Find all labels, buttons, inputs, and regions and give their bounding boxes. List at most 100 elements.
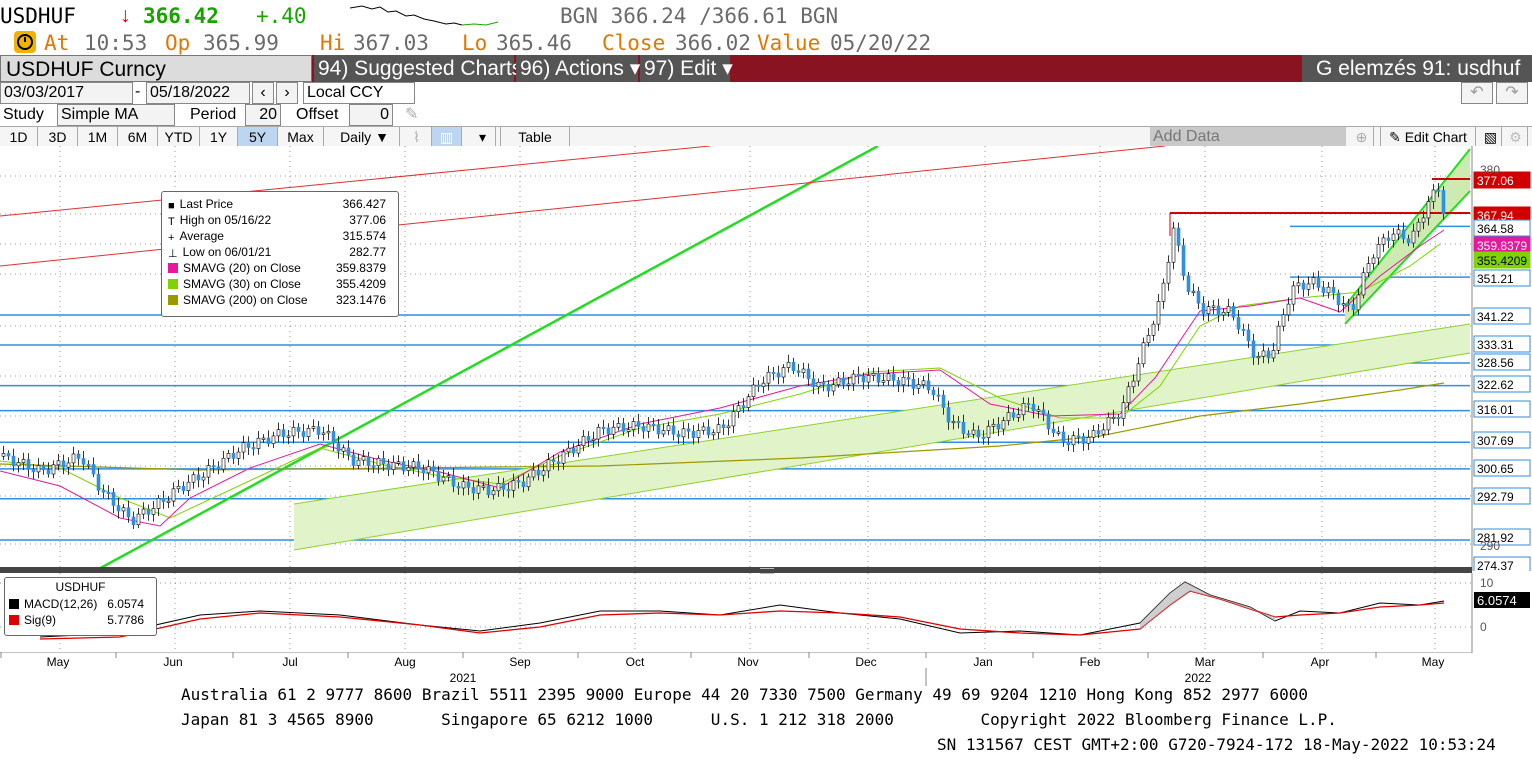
offset-input[interactable]: 0 [349,104,393,126]
legend-row[interactable]: ■ Last Price 366.427 [168,196,394,212]
candle-body [631,421,636,430]
month-label: Aug [394,655,415,669]
undo-icon[interactable]: ↶ [1461,82,1493,104]
range-3d[interactable]: 3D [38,127,78,147]
range-5y[interactable]: 5Y [238,127,278,147]
candle-body [1056,431,1061,434]
range-max[interactable]: Max [278,127,324,147]
candle-body [241,442,246,453]
candle-body [191,474,196,483]
legend-value: 282.77 [349,245,386,259]
close-label: Close [602,31,666,55]
sma200-line [0,382,1445,471]
macd-legend-row[interactable]: MACD(12,26) 6.0574 [9,596,152,612]
macd-legend[interactable]: USDHUF MACD(12,26) 6.0574 Sig(9) 5.7786 [4,577,157,636]
currency-select[interactable]: Local CCY [303,82,415,104]
candle-body [96,473,101,491]
candle-body [511,480,516,491]
prev-period-button[interactable]: ‹ [252,82,274,104]
range-ytd[interactable]: YTD [158,127,200,147]
period-input[interactable]: 20 [245,104,281,126]
macd-chart[interactable]: 10 0 6.0574 [0,573,1532,653]
sparkline-icon [350,5,499,26]
candle-body [1271,350,1276,359]
chart-type-dropdown[interactable]: ▾ [470,127,496,147]
high-value: 367.03 [353,31,429,55]
bid-ask: BGN 366.24 /366.61 BGN [560,4,839,28]
range-1y[interactable]: 1Y [200,127,238,147]
edit-menu[interactable]: 97) Edit ▾ [640,55,733,82]
edit-pencil-icon: ✎ [1389,129,1405,145]
candle-chart-icon[interactable]: ▥ [432,127,462,147]
next-period-button[interactable]: › [276,82,298,104]
price-tag [1473,375,1531,393]
pencil-icon[interactable]: ✎ [405,106,419,123]
candle-body [951,421,956,424]
candle-body [1081,436,1086,444]
study-select[interactable]: Simple MA [57,104,175,126]
candle-body [1326,286,1331,294]
candle-body [1306,283,1311,290]
candle-body [1066,441,1071,446]
candle-body [1426,201,1431,219]
candle-body [1356,294,1361,311]
legend-row[interactable]: SMAVG (30) on Close 355.4209 [168,276,394,292]
candle-body [746,396,751,408]
candle-body [891,373,896,381]
candle-body [466,481,471,488]
candle-body [1366,263,1371,274]
suggested-charts-button[interactable]: 94) Suggested Charts [314,55,522,82]
candle-body [371,465,376,468]
candle-body [671,425,676,435]
gear-icon[interactable]: ⚙ [1504,127,1528,147]
range-1m[interactable]: 1M [78,127,118,147]
month-label: Dec [855,655,876,669]
legend-row[interactable]: ⊥ Low on 06/01/21 282.77 [168,244,394,260]
add-data-input[interactable]: Add Data [1150,127,1346,147]
price-tag-label: 274.37 [1477,559,1514,571]
page-title: G elemzés 91: usdhuf [1302,55,1532,82]
candle-body [521,481,526,488]
drag-handle-icon[interactable] [760,568,774,574]
candle-body [981,436,986,439]
candle-body [881,380,886,383]
frequency-select[interactable]: Daily ▼ [330,127,400,147]
range-1d[interactable]: 1D [0,127,38,147]
candle-body [41,465,46,471]
legend-label: Average [179,229,224,243]
footer-phones-1: Australia 61 2 9777 8600 Brazil 5511 239… [181,685,1309,704]
edit-chart-button[interactable]: ✎ Edit Chart [1380,127,1476,147]
candle-body [226,453,231,459]
legend-row[interactable]: + Average 315.574 [168,228,394,244]
candle-body [996,423,1001,430]
month-label: Jun [163,655,182,669]
actions-menu[interactable]: 96) Actions ▾ [516,55,640,82]
redo-icon[interactable]: ↷ [1496,82,1528,104]
security-field[interactable]: USDHUF Curncy [0,55,312,82]
candle-body [621,423,626,432]
candle-body [441,476,446,482]
legend-row[interactable]: SMAVG (20) on Close 359.8379 [168,260,394,276]
line-chart-icon[interactable]: ⌇ [402,127,432,147]
sma20-line [0,229,1445,527]
candle-body [476,485,481,494]
legend-row[interactable]: T High on 05/16/22 377.06 [168,212,394,228]
range-6m[interactable]: 6M [118,127,158,147]
zoom-icon[interactable]: ⊕ [1350,127,1374,147]
axis-tick-290: 290 [1480,539,1500,553]
macd-legend-swatch [9,599,19,609]
chart-legend[interactable]: ■ Last Price 366.427 T High on 05/16/22 377.0… [161,191,399,317]
table-button[interactable]: Table [500,127,570,147]
candle-body [646,423,651,432]
legend-label: High on 05/16/22 [179,213,272,227]
legend-row[interactable]: SMAVG (200) on Close 323.1476 [168,292,394,308]
end-date-input[interactable]: 05/18/2022 [146,82,250,104]
at-time: 10:53 [84,31,148,55]
chart-settings-icon[interactable]: ▧ [1480,127,1502,147]
pane-separator[interactable] [0,567,1472,574]
price-tag-label: 281.92 [1477,531,1514,545]
start-date-input[interactable]: 03/03/2017 [0,82,133,104]
candle-body [851,373,856,385]
macd-legend-row[interactable]: Sig(9) 5.7786 [9,612,152,628]
candle-body [1206,306,1211,314]
